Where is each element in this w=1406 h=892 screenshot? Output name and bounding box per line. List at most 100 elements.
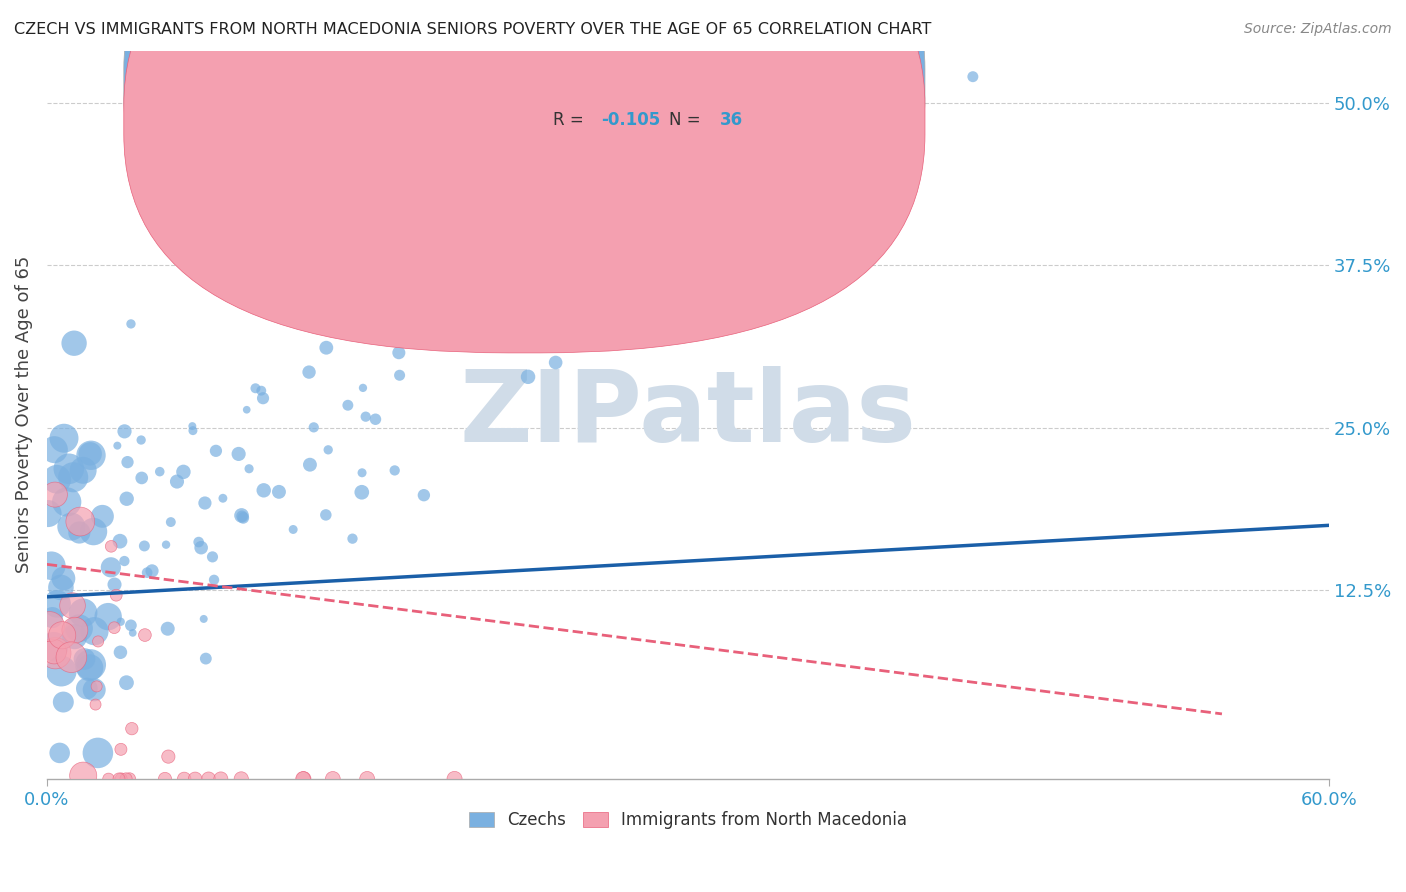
Czechs [228,447,250,461]
Czechs [756,206,779,220]
Czechs [354,409,377,424]
Immigrants from North Macedonia [87,634,110,648]
Czechs [603,136,626,151]
Czechs [352,381,374,395]
Immigrants from North Macedonia [184,772,207,786]
Czechs [37,507,59,521]
Czechs [63,336,86,351]
Czechs [342,532,364,546]
Czechs [156,622,179,636]
Immigrants from North Macedonia [105,588,128,602]
Czechs [82,524,104,539]
Czechs [120,317,142,331]
Czechs [181,419,204,434]
Czechs [79,661,101,675]
Text: ZIPatlas: ZIPatlas [460,367,917,463]
Text: 121: 121 [720,74,755,93]
Czechs [159,515,181,529]
Czechs [512,210,534,224]
Czechs [83,682,105,697]
Czechs [80,448,103,462]
Immigrants from North Macedonia [108,772,131,786]
Immigrants from North Macedonia [197,772,219,786]
Text: 0.153: 0.153 [605,74,657,93]
Czechs [60,519,83,533]
FancyBboxPatch shape [124,0,925,353]
Czechs [41,610,63,624]
Immigrants from North Macedonia [72,769,94,783]
Text: -0.105: -0.105 [600,111,659,128]
Czechs [193,612,215,626]
Immigrants from North Macedonia [44,487,66,501]
Immigrants from North Macedonia [69,515,91,529]
Czechs [155,538,177,552]
Czechs [52,572,75,586]
Immigrants from North Macedonia [118,772,141,786]
Immigrants from North Macedonia [97,772,120,786]
Czechs [212,491,235,506]
Czechs [201,549,224,564]
Czechs [103,577,125,591]
Czechs [316,442,339,457]
Czechs [100,560,122,574]
Czechs [129,433,152,447]
Czechs [91,509,114,524]
Immigrants from North Macedonia [153,772,176,786]
Czechs [388,345,411,359]
Czechs [44,442,66,457]
Immigrants from North Macedonia [134,628,156,642]
Czechs [53,431,76,445]
Czechs [51,664,73,678]
Immigrants from North Macedonia [100,539,122,553]
Immigrants from North Macedonia [322,772,344,786]
Czechs [42,640,65,654]
Czechs [252,391,274,405]
Czechs [785,130,807,145]
Czechs [72,606,94,620]
Czechs [679,122,702,136]
Czechs [141,564,163,578]
Czechs [336,398,359,412]
Immigrants from North Macedonia [110,742,132,756]
Czechs [190,541,212,555]
Czechs [232,511,254,525]
Czechs [63,630,86,644]
Czechs [544,355,567,369]
Czechs [315,508,337,522]
Immigrants from North Macedonia [51,628,73,642]
Czechs [364,412,387,426]
Czechs [83,624,105,639]
Czechs [45,472,67,486]
Immigrants from North Macedonia [103,621,125,635]
Czechs [302,420,325,434]
Czechs [231,508,253,523]
FancyBboxPatch shape [482,51,868,153]
Czechs [115,491,138,506]
Czechs [149,465,172,479]
Czechs [671,118,693,132]
Immigrants from North Macedonia [292,772,315,786]
Czechs [67,621,90,635]
Czechs [238,461,260,475]
Czechs [110,615,132,629]
Czechs [350,485,373,500]
Czechs [382,266,405,280]
Text: R =: R = [553,111,583,128]
Czechs [235,402,257,417]
Text: N =: N = [669,111,700,128]
Czechs [298,365,321,379]
Immigrants from North Macedonia [38,619,60,633]
Czechs [418,334,440,349]
Czechs [245,381,267,395]
Czechs [298,458,321,472]
Czechs [121,626,143,640]
Text: R =: R = [553,74,583,93]
Immigrants from North Macedonia [44,645,66,659]
Czechs [962,70,984,84]
Czechs [52,695,75,709]
Czechs [253,483,276,498]
Czechs [502,189,524,203]
Czechs [131,471,153,485]
Czechs [231,509,253,524]
Czechs [62,470,84,484]
